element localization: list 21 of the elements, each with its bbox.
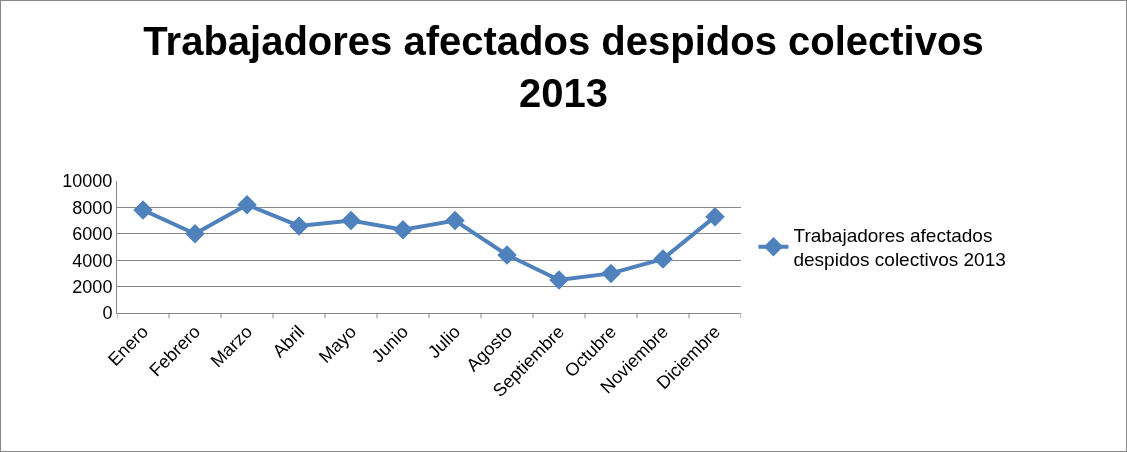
x-tick-label: Julio — [423, 321, 465, 362]
point — [497, 245, 517, 265]
y-tick-label: 4000 — [72, 250, 113, 271]
point — [289, 216, 309, 236]
chart-title: Trabajadores afectados despidos colectivos 2013 — [143, 19, 984, 115]
point — [601, 263, 621, 284]
point — [393, 220, 413, 240]
point — [341, 210, 361, 231]
point — [705, 206, 725, 227]
point — [653, 249, 673, 269]
y-tick-label: 6000 — [72, 224, 113, 245]
y-tick-label: 2000 — [72, 276, 113, 297]
point — [185, 224, 205, 244]
point — [445, 210, 465, 231]
y-tick-label: 0 — [102, 303, 113, 324]
y-tick-label: 8000 — [72, 197, 113, 218]
legend-label: Trabajadores afectados despidos colectivos 2013 — [793, 224, 1006, 271]
point — [133, 200, 153, 220]
point — [237, 195, 257, 215]
y-tick-label: 10000 — [62, 171, 113, 192]
point — [549, 270, 569, 290]
